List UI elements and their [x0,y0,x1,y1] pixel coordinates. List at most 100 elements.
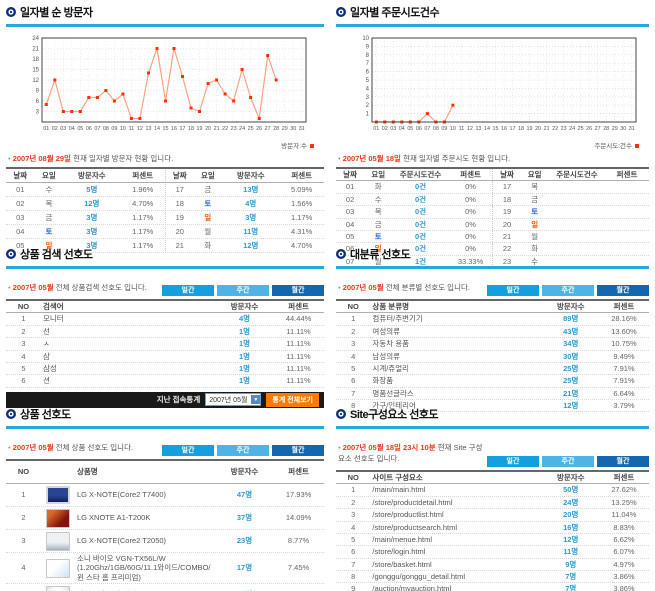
table-cell: 4 [21,563,26,573]
table-row: 05 일 3명 1.17% 21 화 12명 4.70% [6,239,324,253]
table-cell [41,508,75,529]
count-link[interactable]: 1건 [414,256,427,266]
count-link[interactable]: 9명 [565,559,577,569]
count-link[interactable]: 1명 [238,376,251,386]
table-cell: 소니 바이오 VGN-TX56L/W (1.20Ghz/1GB/60G/11.1… [76,554,211,582]
section-header: 일자별 주문시도건수 [336,4,649,27]
count-link[interactable]: 3명 [245,212,257,222]
weekly-button[interactable]: 주간 [217,285,269,296]
weekly-button[interactable]: 주간 [542,456,594,467]
count-link[interactable]: 3명 [86,226,98,236]
count-link[interactable]: 0건 [414,231,427,241]
table-cell: 3.86% [613,572,635,581]
count-link[interactable]: 7명 [565,584,577,591]
count-link[interactable]: 89명 [563,314,579,324]
table-row: 5 시계/쥬얼리 25명 7.91% [336,363,649,376]
table-cell: 0% [465,219,476,229]
svg-text:4: 4 [366,86,370,92]
table-cell: 8.83% [613,522,635,532]
column-header: NO [17,467,30,477]
count-link[interactable]: 4명 [238,314,251,324]
svg-text:08: 08 [103,126,109,132]
monthly-button[interactable]: 월간 [272,445,324,456]
count-link[interactable]: 12명 [84,198,100,208]
svg-text:5: 5 [366,78,370,84]
table-row: 6/store/login.html 11명 6.07% [336,546,649,559]
monthly-button[interactable]: 월간 [272,285,324,296]
count-link[interactable]: 23명 [236,536,253,546]
count-link[interactable]: 24명 [563,497,579,507]
monthly-button[interactable]: 월간 [597,285,649,296]
column-header: 방문자수 [556,302,585,311]
column-header: 상품 분류명 [372,302,410,311]
svg-text:17: 17 [180,126,186,132]
count-link[interactable]: 1명 [238,339,251,349]
month-select[interactable]: 2007년 05월 ▼ [205,393,262,407]
count-link[interactable]: 11명 [243,226,259,236]
table-header-row: 날짜 요일 주문시도건수 퍼센트 날짜 요일 주문시도건수 퍼센트 [336,169,649,182]
count-link[interactable]: 25명 [563,376,579,386]
count-link[interactable]: 12명 [563,534,579,544]
column-header: 요일 [371,170,386,179]
count-link[interactable]: 20명 [563,510,579,520]
table-cell: 1.96% [132,184,154,194]
svg-text:02: 02 [382,126,388,132]
count-link[interactable]: 5명 [86,184,98,194]
count-link[interactable]: 7명 [565,572,577,581]
table-cell: 18 [164,197,194,210]
table-row: 8 가구/인테리어 12명 3.79% [336,400,649,413]
daily-button[interactable]: 일간 [487,285,539,296]
weekly-button[interactable]: 주간 [542,285,594,296]
daily-button[interactable]: 일간 [487,456,539,467]
count-link[interactable]: 11명 [563,547,579,557]
table-cell: 6 [21,376,26,386]
count-link[interactable]: 16명 [563,522,579,532]
count-link[interactable]: 47명 [236,490,253,500]
count-link[interactable]: 13명 [243,184,259,194]
table-cell [605,223,649,225]
count-link[interactable]: 0건 [414,219,427,229]
count-link[interactable]: 12명 [243,240,259,250]
count-link[interactable]: 3명 [86,240,98,250]
count-link[interactable]: 1명 [238,363,251,373]
count-link[interactable]: 30명 [563,351,579,361]
count-link[interactable]: 0건 [414,207,427,217]
svg-text:26: 26 [586,126,592,132]
table-cell: 3 [351,339,356,349]
table-cell [41,558,75,579]
monthly-button[interactable]: 월간 [597,456,649,467]
table-cell: /main/main.html [372,485,426,495]
table-row: 02 목 12명 4.70% 18 토 4명 1.56% [6,197,324,211]
count-link[interactable]: 37명 [236,513,253,523]
count-link[interactable]: 1명 [238,326,251,336]
table-cell: 가구/인테리어 [372,401,416,410]
count-link[interactable]: 25명 [563,363,579,373]
table-cell: LG X-NOTE(Core2 T2050) [76,536,167,546]
table-cell: 06 [345,244,355,254]
count-link[interactable]: 21명 [563,388,579,398]
count-link[interactable]: 0건 [414,244,427,254]
table-cell: 4.70% [132,198,154,208]
count-link[interactable]: 0건 [414,182,427,192]
count-link[interactable]: 43명 [563,326,579,336]
table-cell: 11.11% [286,351,311,361]
count-link[interactable]: 4명 [245,198,257,208]
daily-button[interactable]: 일간 [162,285,214,296]
visitors-chart: 24 21 18 15 12 9 6 3 01 02 03 04 05 06 07 08 09 10 11 12 13 1… [20,35,324,150]
view-all-stats-button[interactable]: 통계 전체보기 [266,392,319,407]
weekly-button[interactable]: 주간 [217,445,269,456]
count-link[interactable]: 12명 [563,401,579,410]
count-link[interactable]: 1명 [238,351,251,361]
count-link[interactable]: 34명 [563,339,579,349]
count-link[interactable]: 3명 [86,212,98,222]
count-link[interactable]: 17명 [236,563,253,573]
count-link[interactable]: 50명 [563,485,579,495]
table-cell: 컴퓨터/주변기기 [372,314,423,324]
table-cell: LG X-NOTE(Core2 T7400) [76,490,167,500]
column-header: 퍼센트 [132,170,154,180]
table-row: 6 화장품 25명 7.91% [336,375,649,388]
table-cell: 6 [351,547,356,557]
count-link[interactable]: 0건 [414,194,427,204]
daily-button[interactable]: 일간 [162,445,214,456]
